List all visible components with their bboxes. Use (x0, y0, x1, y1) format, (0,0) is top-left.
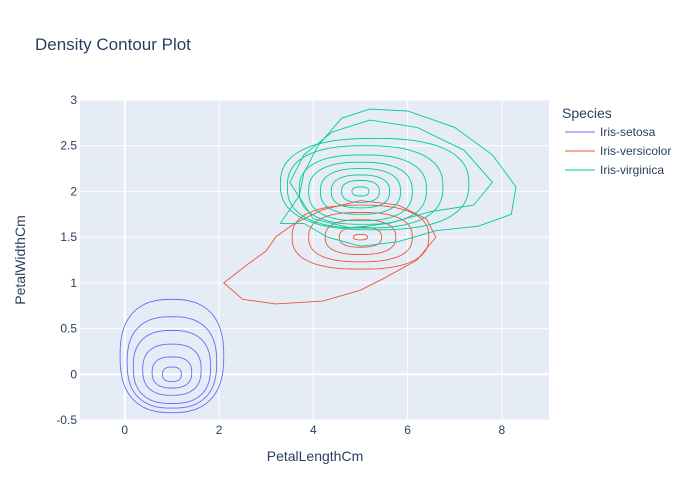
iris-setosa-contour (162, 366, 182, 383)
y-tick-label: 1 (70, 276, 77, 290)
legend: Species Iris-setosa Iris-versicolor Iris-v… (562, 105, 671, 177)
iris-versicolor-contour (352, 233, 368, 241)
y-tick-label: 0.5 (60, 322, 77, 336)
iris-setosa-contour (132, 329, 212, 404)
iris-virginica-contour (279, 137, 470, 231)
iris-versicolor-contour (324, 219, 397, 255)
iris-setosa-contour (126, 316, 218, 409)
iris-virginica-contour (319, 168, 401, 215)
x-tick-label: 0 (121, 423, 128, 437)
x-axis-title: PetalLengthCm (267, 448, 364, 464)
iris-virginica-contour (298, 154, 427, 225)
x-tick-label: 6 (404, 423, 411, 437)
y-tick-label: 0 (70, 367, 77, 381)
y-tick-label: -0.5 (56, 413, 77, 427)
contours (119, 108, 517, 414)
iris-virginica-contour (308, 161, 413, 222)
y-tick-label: 1.5 (60, 230, 77, 244)
chart-title: Density Contour Plot (35, 35, 191, 54)
iris-virginica-contour (286, 145, 444, 229)
y-tick-label: 3 (70, 93, 77, 107)
iris-versicolor-contour (308, 212, 413, 263)
x-tick-label: 4 (310, 423, 317, 437)
x-tick-label: 2 (216, 423, 223, 437)
iris-virginica-contour (351, 186, 370, 197)
grid (80, 99, 549, 421)
iris-setosa-contour (151, 356, 193, 389)
iris-virginica-contour (330, 174, 391, 209)
y-axis-title: PetalWidthCm (12, 215, 28, 304)
legend-item-label: Iris-setosa (600, 125, 656, 139)
y-tick-label: 2.5 (60, 139, 77, 153)
plot-area (80, 100, 549, 420)
iris-versicolor-contour (223, 200, 437, 305)
y-tick-label: 2 (70, 184, 77, 198)
legend-title: Species (562, 105, 612, 121)
iris-setosa-contour (119, 298, 225, 414)
iris-versicolor-contour (291, 204, 430, 270)
iris-virginica-contour (279, 108, 517, 247)
iris-setosa-contour (142, 343, 202, 396)
tick-labels: 0 2 4 6 8 -0.5 0 0.5 1 1.5 2 2.5 3 (56, 93, 505, 437)
x-tick-label: 8 (499, 423, 506, 437)
legend-item-label: Iris-virginica (600, 163, 664, 177)
iris-virginica-contour (341, 180, 380, 203)
legend-item-label: Iris-versicolor (600, 144, 671, 158)
